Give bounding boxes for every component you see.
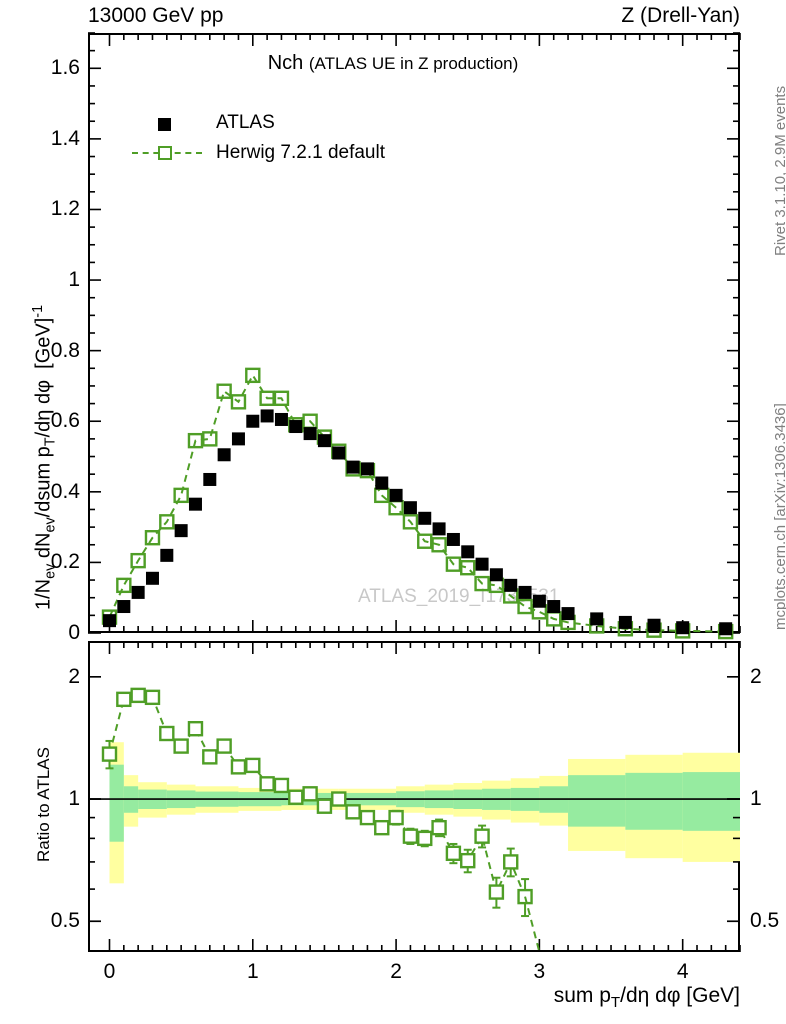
y-tick-label-ratio-right: 1	[750, 787, 762, 811]
filled-square-icon	[128, 109, 206, 137]
y-tick-label-main: 0.4	[50, 479, 80, 503]
x-axis-label: sum pT/dη dφ [GeV]	[553, 984, 740, 1012]
legend-item-atlas[interactable]: ATLAS	[128, 108, 385, 138]
legend-item-herwig[interactable]: Herwig 7.2.1 default	[128, 138, 385, 168]
y-tick-label-main: 0.6	[50, 409, 80, 433]
legend: ATLAS Herwig 7.2.1 default	[128, 108, 385, 168]
y-tick-label-ratio-left: 2	[68, 664, 80, 688]
rivet-version-label: Rivet 3.1.10, 2.9M events	[772, 85, 786, 256]
plot-title: Nch (ATLAS UE in Z production)	[0, 52, 786, 75]
y-tick-label-main: 1.2	[50, 197, 80, 221]
mcplots-reference-label: mcplots.cern.ch [arXiv:1306.3436]	[772, 403, 786, 630]
y-tick-label-ratio-right: 0.5	[750, 909, 780, 933]
y-tick-label-main: 1	[68, 268, 80, 292]
y-tick-label-main: 0	[68, 621, 80, 644]
open-square-dashed-icon	[128, 139, 206, 167]
header-process-label: Z (Drell-Yan)	[621, 4, 740, 27]
y-tick-label-main: 1.4	[50, 126, 80, 150]
plot-title-sub: (ATLAS UE in Z production)	[308, 54, 519, 73]
x-tick-label: 4	[676, 960, 689, 983]
y-tick-label-main: 1.6	[50, 56, 80, 80]
ratio-plot-frame	[88, 641, 740, 952]
y-tick-label-main: 0.2	[50, 550, 80, 574]
y-axis-label-ratio: Ratio to ATLAS	[34, 747, 53, 862]
x-tick-label: 3	[533, 960, 546, 983]
y-tick-label-ratio-left: 1	[68, 787, 80, 811]
legend-label-herwig: Herwig 7.2.1 default	[216, 142, 385, 163]
x-tick-label: 0	[103, 960, 116, 983]
x-tick-label: 1	[246, 960, 259, 983]
analysis-watermark: ATLAS_2019_I1736531	[358, 586, 560, 607]
y-tick-label-main: 0.8	[50, 338, 80, 362]
header-beam-label: 13000 GeV pp	[88, 4, 224, 27]
y-tick-label-ratio-left: 0.5	[50, 909, 80, 933]
y-tick-label-ratio-right: 2	[750, 664, 762, 688]
legend-label-atlas: ATLAS	[216, 112, 275, 133]
plot-title-main: Nch	[267, 52, 304, 74]
x-tick-label: 2	[390, 960, 402, 983]
